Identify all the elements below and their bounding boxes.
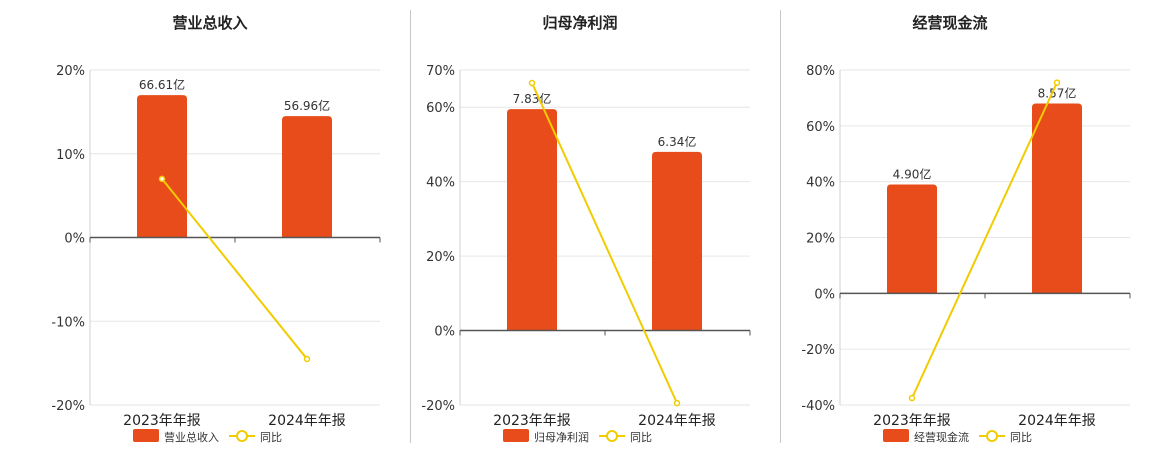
yoy-line (161, 178, 308, 360)
y-tick-label: 20% (806, 232, 835, 247)
bar (1032, 103, 1082, 294)
bar (137, 95, 187, 238)
legend-swatch-marker (986, 430, 998, 442)
yoy-line (911, 82, 1058, 399)
y-tick-label: -20% (51, 399, 85, 414)
y-tick-label: 40% (806, 176, 835, 191)
y-tick-label: 20% (56, 64, 85, 79)
legend-swatch-marker (236, 430, 248, 442)
legend-label-line: 同比 (1010, 431, 1032, 444)
bar-data-label: 6.34亿 (658, 134, 697, 149)
y-tick-label: 10% (56, 148, 85, 163)
yoy-point (158, 175, 166, 183)
bar-data-label: 4.90亿 (893, 166, 932, 181)
y-tick-label: 0% (64, 232, 85, 247)
legend-swatch-bar (503, 429, 529, 442)
bar (887, 184, 937, 294)
y-tick-label: 60% (806, 120, 835, 135)
bar (507, 109, 557, 331)
legend-label-line: 同比 (630, 431, 652, 444)
legend-swatch-marker (606, 430, 618, 442)
x-category-label: 2024年年报 (1018, 413, 1096, 429)
yoy-point (673, 399, 681, 407)
legend-swatch-bar (883, 429, 909, 442)
legend-label-line: 同比 (260, 431, 282, 444)
bar (652, 151, 702, 331)
yoy-point (303, 355, 311, 363)
chart-title-net-profit: 归母净利润 (542, 14, 618, 32)
chart-title-revenue: 营业总收入 (172, 14, 248, 32)
y-tick-label: -20% (421, 399, 455, 414)
legend-label-bar: 经营现金流 (914, 430, 969, 444)
bar-data-label: 66.61亿 (139, 77, 185, 92)
y-tick-label: -20% (801, 343, 835, 358)
yoy-line (531, 82, 678, 404)
yoy-point (1053, 79, 1061, 86)
y-tick-label: -40% (801, 399, 835, 414)
bar-data-label: 7.83亿 (513, 91, 552, 106)
x-category-label: 2024年年报 (268, 413, 346, 429)
y-tick-label: 40% (426, 176, 455, 191)
legend-swatch-bar (133, 429, 159, 442)
x-category-label: 2024年年报 (638, 413, 716, 429)
chart-title-cash-flow: 经营现金流 (912, 14, 988, 32)
y-tick-label: 0% (814, 287, 835, 302)
yoy-point (528, 79, 536, 87)
y-tick-label: 0% (434, 325, 455, 340)
x-category-label: 2023年年报 (873, 413, 951, 429)
x-category-label: 2023年年报 (493, 413, 571, 429)
y-tick-label: 20% (426, 250, 455, 265)
panel-divider-1 (410, 10, 411, 443)
legend-label-bar: 营业总收入 (164, 430, 219, 444)
y-tick-label: 70% (426, 64, 455, 79)
panel-divider-2 (780, 10, 781, 443)
bar-data-label: 8.57亿 (1038, 86, 1077, 101)
y-tick-label: -10% (51, 315, 85, 330)
yoy-point (908, 394, 916, 402)
legend-label-bar: 归母净利润 (534, 430, 589, 444)
bar (282, 116, 332, 238)
y-tick-label: 80% (806, 64, 835, 79)
bar-data-label: 56.96亿 (284, 98, 330, 113)
x-category-label: 2023年年报 (123, 413, 201, 429)
y-tick-label: 60% (426, 101, 455, 116)
